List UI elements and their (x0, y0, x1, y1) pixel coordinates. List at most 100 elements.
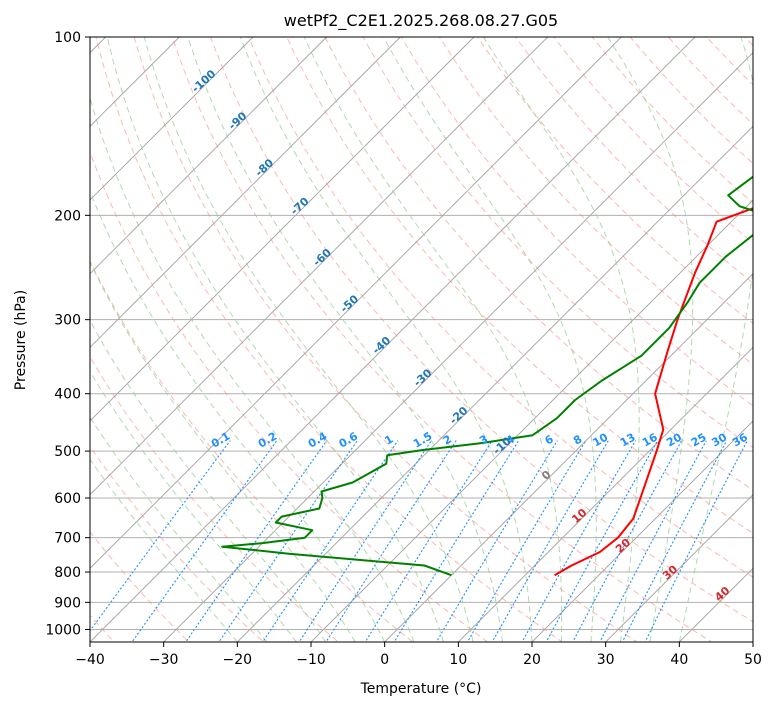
mixing-ratio-line (572, 440, 683, 642)
x-tick-label: 40 (670, 652, 688, 668)
moist-adiabat (678, 37, 753, 642)
y-tick-label: 300 (54, 313, 81, 329)
mixing-ratio-label: 1 (382, 433, 395, 448)
mixing-ratio-line (325, 440, 457, 642)
mixing-ratio-line (262, 440, 399, 642)
profile-line (221, 175, 753, 577)
mixing-ratio-label: 8 (571, 433, 584, 448)
isotherm-label: 10 (569, 506, 589, 526)
moist-adiabat (239, 37, 533, 642)
mixing-ratio-label: 30 (709, 430, 729, 449)
dry-adiabat (477, 37, 753, 325)
dry-adiabat (705, 37, 753, 86)
moist-adiabat (90, 319, 327, 642)
x-tick-label: 30 (597, 652, 615, 668)
chart-title: wetPf2_C2E1.2025.268.08.27.G05 (284, 11, 558, 31)
x-tick-label: 0 (380, 652, 389, 668)
moist-adiabat (143, 37, 474, 642)
series-layer (221, 175, 753, 577)
dry-adiabat (90, 531, 190, 642)
mixing-ratio-label: 1.5 (411, 430, 434, 451)
moist-adiabat (383, 37, 597, 642)
axes: −40 −30 −20 −10 0 10 20 30 40 5010020030040050060… (45, 30, 762, 668)
dry-adiabat (209, 37, 753, 623)
dry-adiabat (438, 37, 753, 366)
mixing-ratio-line (298, 440, 432, 642)
dry-adiabat (90, 356, 340, 642)
moist-adiabat (303, 37, 563, 642)
moist-adiabat (90, 370, 297, 642)
dry-adiabat (171, 37, 713, 642)
mixing-ratio-line (364, 440, 493, 642)
moist-adiabat (90, 260, 356, 642)
mixing-ratio-line (599, 440, 707, 642)
isotherm-line (678, 567, 753, 642)
moist-adiabat (90, 458, 238, 642)
plot-frame (89, 36, 754, 643)
isotherm-line (162, 51, 753, 642)
x-tick-label: 10 (449, 652, 467, 668)
mixing-ratio-line (466, 440, 587, 642)
y-tick-label: 200 (54, 208, 81, 224)
mixing-ratio-line (435, 440, 558, 642)
isotherm-label: -50 (338, 292, 362, 315)
dry-adiabat (133, 37, 638, 642)
isotherm-line (236, 125, 753, 642)
isotherm-label: -70 (288, 195, 312, 218)
isotherm-label: -30 (411, 366, 435, 389)
moist-adiabat (106, 37, 445, 642)
x-tick-label: −30 (149, 652, 179, 668)
isotherm-line (531, 420, 753, 642)
x-tick-label: −40 (75, 652, 105, 668)
mixing-ratio-line (90, 440, 231, 632)
x-tick-label: −20 (223, 652, 253, 668)
mixing-ratio-line (521, 440, 637, 642)
dry-adiabat (362, 37, 753, 449)
mixing-ratio-line (393, 440, 520, 642)
mixing-ratio-line (131, 440, 278, 642)
isotherm-label: -100 (189, 67, 218, 95)
mixing-ratio-label: 2 (441, 433, 454, 448)
dry-adiabat (591, 37, 753, 204)
moist-adiabat (90, 96, 415, 642)
isotherm-label: -40 (370, 334, 394, 357)
y-tick-label: 800 (54, 565, 81, 581)
mixing-ratio-label: 0.4 (306, 429, 330, 450)
isotherm-line (383, 272, 753, 642)
isotherm-label: -80 (253, 156, 277, 179)
dry-adiabat (667, 37, 753, 125)
dry-adiabat (515, 37, 753, 284)
y-tick-label: 400 (54, 387, 81, 403)
dry-adiabat (744, 37, 753, 47)
dry-adiabat (770, 24, 775, 654)
isotherm-line (752, 641, 753, 642)
x-tick-label: 50 (744, 652, 762, 668)
y-tick-label: 700 (54, 531, 81, 547)
isotherm-line (310, 199, 753, 642)
dry-adiabat (248, 37, 753, 578)
dry-adiabat (286, 37, 753, 534)
isotherm-line (604, 493, 753, 642)
isotherm-label: 30 (660, 562, 680, 582)
x-tick-label: 20 (523, 652, 541, 668)
isotherm-label: -60 (310, 246, 334, 269)
mixing-ratio-label: 0.1 (209, 430, 232, 451)
dry-adiabat (95, 37, 564, 642)
x-tick-label: −10 (296, 652, 326, 668)
dry-adiabat (90, 150, 489, 642)
mixing-ratio-label: 13 (618, 431, 638, 450)
mixing-ratio-label: 3 (477, 433, 490, 448)
mixing-ratio-label: 36 (730, 430, 750, 449)
mixing-ratio-line (621, 440, 728, 642)
isotherm-line (90, 37, 549, 496)
isotherm-line (457, 346, 753, 642)
background-lines (90, 24, 775, 654)
moist-adiabat (482, 37, 640, 642)
moist-adiabat (187, 37, 503, 642)
y-tick-label: 600 (54, 491, 81, 507)
isotherm-line (90, 37, 696, 642)
profile-line (554, 207, 753, 577)
dry-adiabat (90, 445, 265, 642)
moist-adiabat (90, 416, 268, 642)
